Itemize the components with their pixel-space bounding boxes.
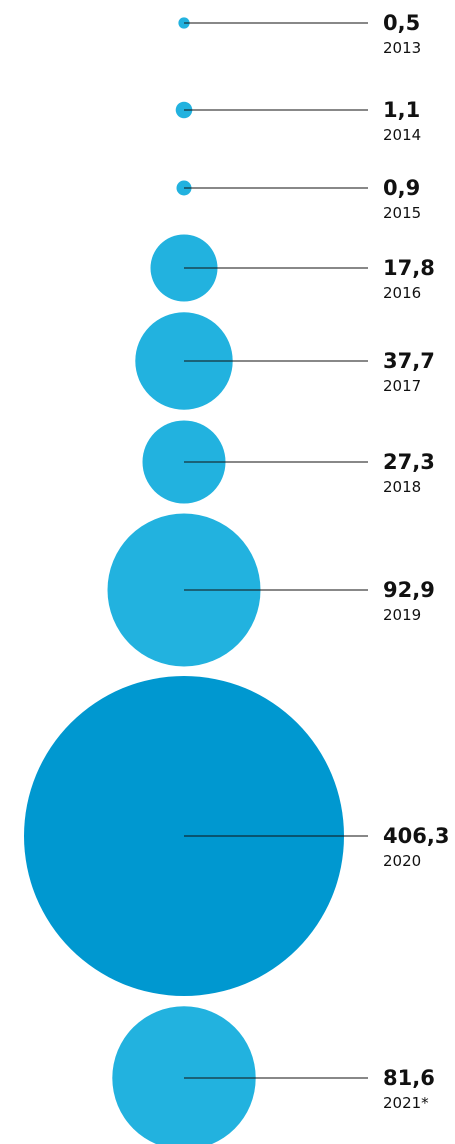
year-label-2014: 2014 [383, 126, 421, 144]
value-label-2017: 37,7 [383, 349, 435, 373]
bubble-2021* [112, 1006, 256, 1144]
value-label-2013: 0,5 [383, 11, 420, 35]
value-label-2018: 27,3 [383, 450, 435, 474]
year-label-2020: 2020 [383, 852, 421, 870]
year-label-2019: 2019 [383, 606, 421, 624]
value-label-2014: 1,1 [383, 98, 420, 122]
year-label-2013: 2013 [383, 39, 421, 57]
labels: 0,5 2013 1,1 2014 0,9 2015 17,8 2016 37,7 2017 27,… [383, 11, 449, 1112]
value-label-2015: 0,9 [383, 176, 420, 200]
value-label-2019: 92,9 [383, 578, 435, 602]
year-label-2015: 2015 [383, 204, 421, 222]
year-label-2017: 2017 [383, 377, 421, 395]
year-label-2021*: 2021* [383, 1094, 429, 1112]
leader-lines [184, 22, 368, 1079]
bubbles [24, 17, 344, 1144]
value-label-2021*: 81,6 [383, 1066, 435, 1090]
year-label-2018: 2018 [383, 478, 421, 496]
value-label-2016: 17,8 [383, 256, 435, 280]
value-label-2020: 406,3 [383, 824, 449, 848]
year-label-2016: 2016 [383, 284, 421, 302]
